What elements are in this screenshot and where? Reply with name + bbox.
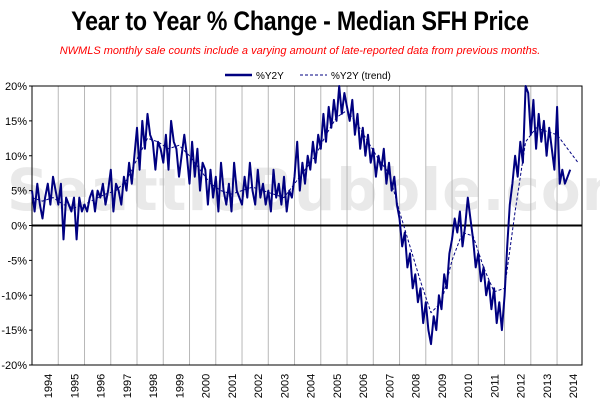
legend-label-trend: %Y2Y (trend) xyxy=(331,71,391,82)
legend: %Y2Y %Y2Y (trend) xyxy=(225,71,391,82)
series-line-y2y xyxy=(31,85,572,346)
x-tick-label: 1997 xyxy=(122,374,134,398)
x-tick-label: 2012 xyxy=(516,374,528,398)
x-tick-label: 2010 xyxy=(463,374,475,398)
x-tick-label: 2014 xyxy=(568,374,580,398)
x-tick-label: 1999 xyxy=(174,374,186,398)
y-tick-label: 0% xyxy=(11,221,27,233)
y-tick-label: -10% xyxy=(1,290,27,302)
chart-subtitle: NWMLS monthly sale counts include a vary… xyxy=(59,45,541,57)
x-tick-label: 1996 xyxy=(96,374,108,398)
series-group xyxy=(31,85,579,346)
x-tick-label: 2003 xyxy=(279,374,291,398)
x-tick-label: 2000 xyxy=(201,374,213,398)
x-tick-label: 2006 xyxy=(358,374,370,398)
x-tick-label: 1994 xyxy=(43,374,55,398)
y-tick-label: 10% xyxy=(5,151,27,163)
y-tick-label: 20% xyxy=(5,81,27,93)
x-tick-label: 2005 xyxy=(332,374,344,398)
x-tick-label: 2001 xyxy=(227,374,239,398)
grid-lines xyxy=(32,86,582,365)
y-tick-label: -20% xyxy=(1,360,27,372)
series-line-trend xyxy=(31,109,579,314)
x-tick-label: 2008 xyxy=(411,374,423,398)
x-tick-label: 2004 xyxy=(306,374,318,398)
x-axis: 1994 1995 1996 1997 1998 1999 2000 2001 2002 2003… xyxy=(43,374,580,398)
y-tick-label: -5% xyxy=(7,255,27,267)
legend-label-y2y: %Y2Y xyxy=(256,71,284,82)
chart-title: Year to Year % Change - Median SFH Price xyxy=(71,6,529,36)
y-tick-label: -15% xyxy=(1,325,27,337)
x-tick-label: 2013 xyxy=(542,374,554,398)
x-tick-label: 1998 xyxy=(148,374,160,398)
x-tick-label: 2007 xyxy=(384,374,396,398)
y-tick-label: 5% xyxy=(11,186,27,198)
y-axis: 20% 15% 10% 5% 0% -5% -10% -15% -20% xyxy=(1,81,32,372)
x-tick-label: 2002 xyxy=(253,374,265,398)
x-tick-label: 1995 xyxy=(69,374,81,398)
x-tick-label: 2011 xyxy=(489,374,501,398)
x-tick-label: 2009 xyxy=(437,374,449,398)
y-tick-label: 15% xyxy=(5,116,27,128)
